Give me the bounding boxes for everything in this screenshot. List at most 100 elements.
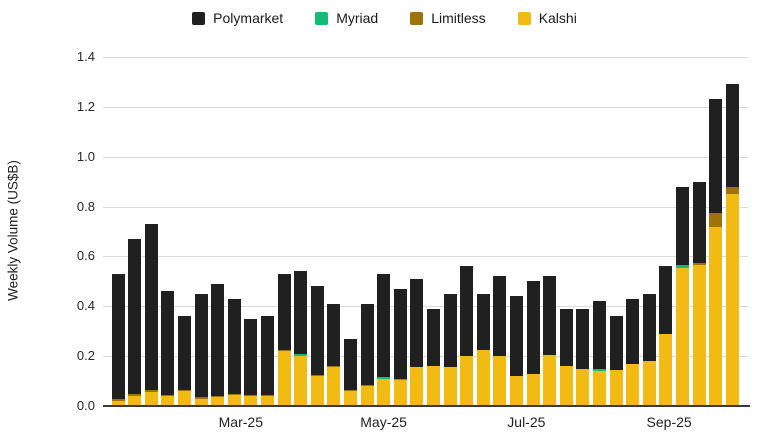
bar-segment-polymarket <box>161 291 175 395</box>
bar-week-10 <box>260 316 274 406</box>
bar-segment-myriad <box>294 353 308 357</box>
bar-segment-myriad <box>675 265 689 268</box>
bar-segment-polymarket <box>642 293 656 362</box>
bar-segment-polymarket <box>177 316 191 390</box>
bar-week-27 <box>543 276 557 406</box>
chart-legend: Polymarket Myriad Limitless Kalshi <box>0 11 769 25</box>
bar-segment-polymarket <box>576 308 590 369</box>
y-tick-label: 0.0 <box>76 398 95 413</box>
bar-segment-limitless <box>227 393 241 395</box>
bar-segment-kalshi <box>227 394 241 406</box>
bar-week-8 <box>227 298 241 406</box>
legend-label: Kalshi <box>538 10 577 26</box>
bar-segment-limitless <box>327 366 341 368</box>
bar-segment-polymarket <box>277 273 291 350</box>
legend-item-limitless[interactable]: Limitless <box>410 11 486 25</box>
bar-segment-limitless <box>211 396 225 398</box>
bar-segment-limitless <box>161 394 175 397</box>
x-axis-line <box>103 405 750 407</box>
plot-area <box>103 57 748 406</box>
bar-segment-kalshi <box>725 194 739 406</box>
legend-swatch-icon <box>192 11 206 25</box>
x-tick-label-mar-25: Mar-25 <box>218 414 264 430</box>
bar-segment-myriad <box>592 368 606 372</box>
bar-segment-kalshi <box>310 376 324 406</box>
bar-segment-limitless <box>709 212 723 227</box>
bar-segment-kalshi <box>377 378 391 406</box>
y-tick-label: 0.8 <box>76 198 95 214</box>
bar-segment-polymarket <box>692 181 706 263</box>
bar-segment-limitless <box>725 186 739 195</box>
bar-segment-kalshi <box>410 367 424 406</box>
bar-week-12 <box>294 271 308 406</box>
bar-segment-polymarket <box>559 308 573 367</box>
bar-segment-kalshi <box>576 368 590 406</box>
bar-week-21 <box>443 293 457 406</box>
bar-segment-polymarket <box>592 301 606 369</box>
bar-week-1 <box>111 273 125 406</box>
y-tick-label: 1.2 <box>76 98 95 114</box>
gridline <box>103 306 748 308</box>
bar-segment-kalshi <box>675 267 689 406</box>
bar-segment-polymarket <box>609 316 623 370</box>
bar-segment-kalshi <box>194 398 208 406</box>
y-axis-title: Weekly Volume (US$B) <box>5 160 21 301</box>
bar-segment-polymarket <box>144 224 158 390</box>
bar-week-6 <box>194 293 208 406</box>
gridline <box>103 206 748 208</box>
bar-segment-kalshi <box>443 367 457 406</box>
bar-week-31 <box>609 316 623 406</box>
y-tick-label: 0.4 <box>76 298 95 314</box>
bar-week-37 <box>709 99 723 406</box>
legend-swatch-icon <box>315 11 329 25</box>
bar-segment-polymarket <box>426 308 440 367</box>
bar-week-35 <box>675 186 689 406</box>
bar-segment-polymarket <box>194 293 208 398</box>
bar-segment-kalshi <box>294 356 308 406</box>
bar-week-34 <box>659 266 673 406</box>
bar-week-38 <box>725 84 739 406</box>
bar-segment-kalshi <box>526 373 540 406</box>
bar-segment-polymarket <box>493 276 507 357</box>
bar-segment-limitless <box>343 390 357 392</box>
y-tick-label: 0.6 <box>76 248 95 264</box>
gridline <box>103 356 748 358</box>
bar-segment-polymarket <box>227 298 241 394</box>
bar-segment-kalshi <box>327 367 341 406</box>
bar-week-9 <box>244 318 258 406</box>
gridline <box>103 256 748 258</box>
bar-segment-kalshi <box>709 226 723 406</box>
bar-segment-polymarket <box>310 286 324 375</box>
bar-week-24 <box>493 276 507 406</box>
legend-label: Myriad <box>336 10 379 26</box>
bar-segment-polymarket <box>460 266 474 357</box>
bar-segment-kalshi <box>460 356 474 406</box>
bar-week-5 <box>177 316 191 406</box>
bar-segment-limitless <box>692 262 706 266</box>
gridline <box>103 106 748 108</box>
legend-item-polymarket[interactable]: Polymarket <box>192 11 283 25</box>
bar-week-15 <box>343 338 357 406</box>
bar-segment-limitless <box>128 393 142 397</box>
bar-segment-kalshi <box>144 392 158 406</box>
bar-segment-polymarket <box>377 273 391 377</box>
bar-segment-kalshi <box>659 333 673 406</box>
bar-segment-myriad <box>377 376 391 379</box>
bar-segment-kalshi <box>509 376 523 406</box>
bar-segment-limitless <box>277 349 291 352</box>
bar-week-18 <box>393 288 407 406</box>
bar-segment-kalshi <box>609 369 623 406</box>
bar-segment-myriad <box>393 378 407 380</box>
bar-segment-polymarket <box>410 278 424 368</box>
bar-segment-kalshi <box>476 349 490 406</box>
bar-segment-kalshi <box>260 396 274 406</box>
bar-segment-kalshi <box>177 391 191 406</box>
bar-segment-polymarket <box>211 283 225 397</box>
bar-segment-kalshi <box>128 396 142 406</box>
bar-segment-kalshi <box>211 397 225 406</box>
bar-segment-polymarket <box>111 273 125 399</box>
bar-segment-limitless <box>260 395 274 397</box>
x-tick-label-may-25: May-25 <box>360 414 407 430</box>
legend-item-myriad[interactable]: Myriad <box>315 11 378 25</box>
legend-item-kalshi[interactable]: Kalshi <box>517 10 577 26</box>
